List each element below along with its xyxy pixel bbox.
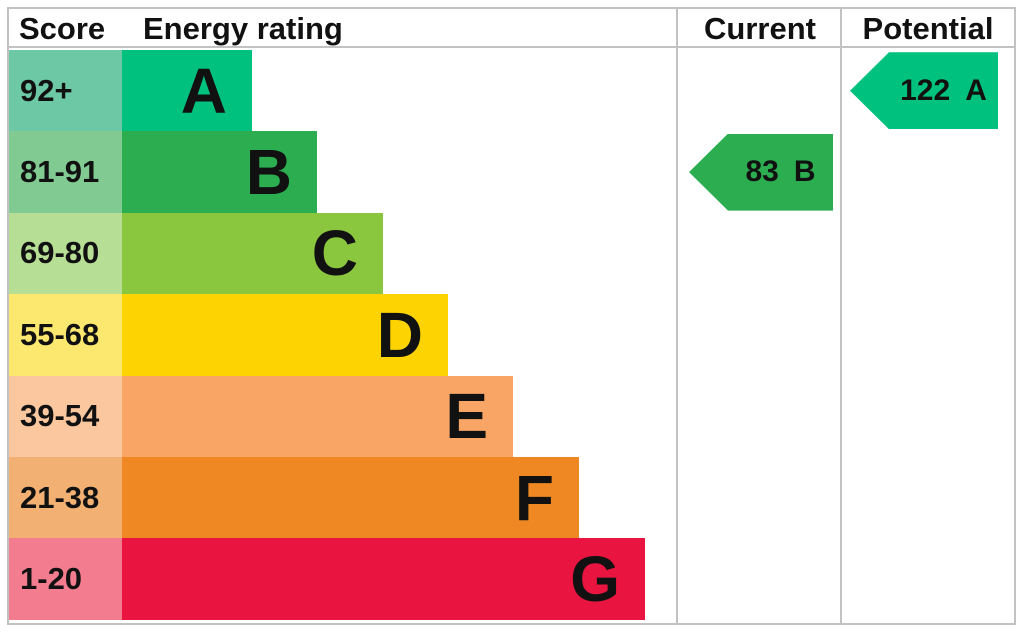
- band-letter-g: G: [570, 543, 620, 616]
- band-bar-c: C: [122, 212, 383, 295]
- score-range-f: 21-38: [9, 456, 122, 539]
- band-row-g: 1-20 G: [9, 538, 1014, 620]
- score-range-e: 39-54: [9, 375, 122, 457]
- epc-rating-chart: Score Energy rating Current Potential 92…: [7, 7, 1016, 625]
- band-row-e: 39-54 E: [9, 375, 1014, 457]
- band-bar-d: D: [122, 294, 448, 376]
- band-letter-d: D: [376, 298, 423, 371]
- band-letter-a: A: [180, 54, 227, 127]
- band-row-d: 55-68 D: [9, 294, 1014, 376]
- band-bar-f: F: [122, 456, 579, 539]
- score-range-g: 1-20: [9, 538, 122, 620]
- band-letter-c: C: [311, 217, 358, 290]
- band-rows: 92+ A 81-91 B 69-80 C 55-68 D 39-54 E 21…: [9, 50, 1014, 620]
- header-score: Score: [19, 11, 106, 46]
- score-range-d: 55-68: [9, 294, 122, 376]
- band-row-b: 81-91 B: [9, 131, 1014, 213]
- band-bar-g: G: [122, 538, 645, 620]
- header-current: Current: [704, 11, 816, 46]
- band-letter-f: F: [514, 461, 554, 534]
- header-potential: Potential: [862, 11, 994, 46]
- band-bar-e: E: [122, 375, 513, 457]
- potential-rating-band: A: [965, 73, 987, 107]
- score-range-c: 69-80: [9, 212, 122, 295]
- score-range-a: 92+: [9, 50, 122, 132]
- divider-current-potential: [840, 9, 842, 623]
- score-range-b: 81-91: [9, 131, 122, 213]
- band-row-a: 92+ A: [9, 50, 1014, 132]
- current-rating-value: 83: [745, 155, 779, 189]
- band-row-f: 21-38 F: [9, 456, 1014, 539]
- band-bar-a: A: [122, 50, 252, 132]
- band-letter-e: E: [445, 380, 488, 453]
- band-row-c: 69-80 C: [9, 212, 1014, 295]
- potential-rating-value: 122: [900, 73, 951, 107]
- current-rating-band: B: [793, 155, 816, 189]
- chart-header-row: Score Energy rating Current Potential: [9, 9, 1014, 48]
- header-energy-rating: Energy rating: [143, 11, 343, 46]
- band-letter-b: B: [245, 136, 292, 209]
- band-bar-b: B: [122, 131, 317, 213]
- divider-rating-current: [676, 9, 678, 623]
